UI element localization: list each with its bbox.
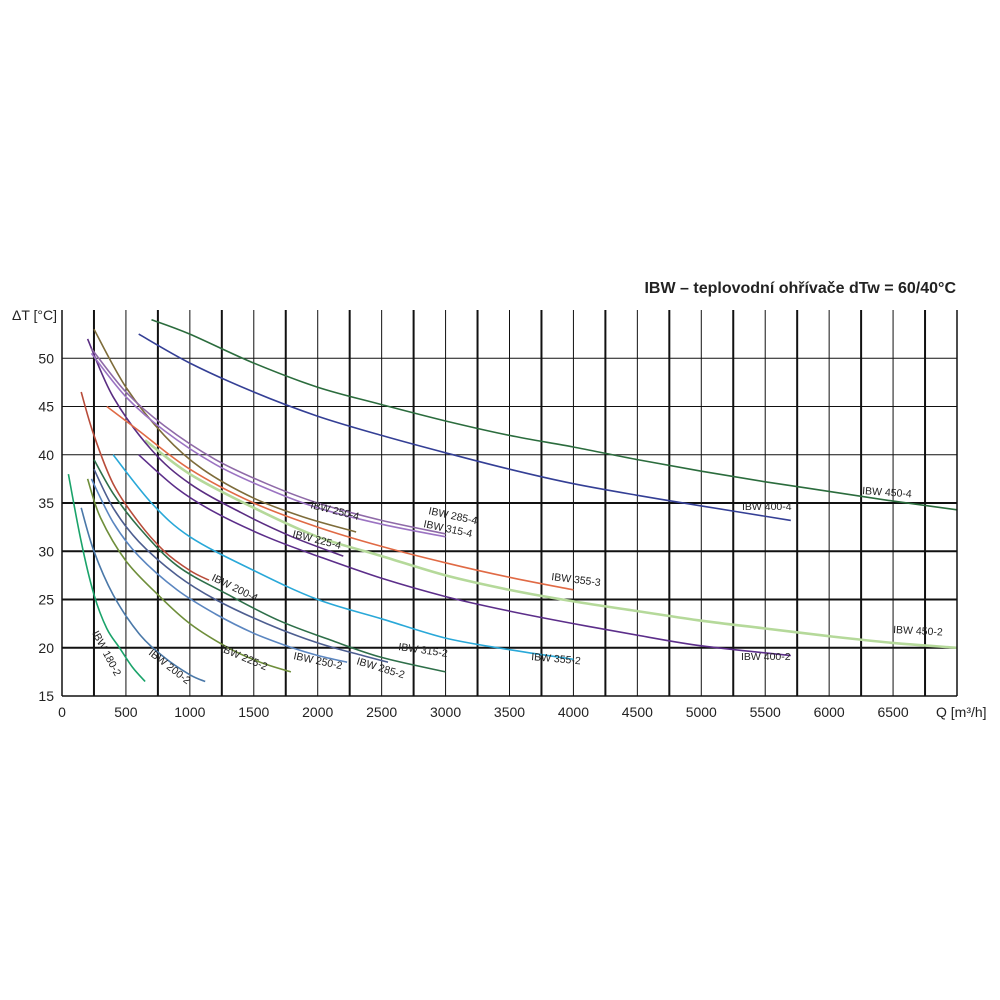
x-tick-label: 0 <box>58 704 66 720</box>
series-label-ibw-200-2: IBW 200-2 <box>146 647 193 687</box>
x-tick-label: 6500 <box>877 704 908 720</box>
series-line-ibw-285-2 <box>93 468 389 663</box>
x-tick-label: 2500 <box>366 704 397 720</box>
series-line-ibw-225-2 <box>86 478 292 673</box>
series-label-ibw-285-2: IBW 285-2 <box>355 655 406 681</box>
plot-frame <box>61 310 958 697</box>
x-tick-label: 1500 <box>238 704 269 720</box>
y-tick-label: 30 <box>38 543 54 559</box>
series-line-ibw-400-2 <box>138 454 791 657</box>
series-labels: IBW 180-2 IBW 200-2 IBW 225-2 IBW 250-2 IBW … <box>89 485 943 687</box>
series-line-ibw-315-2 <box>93 459 446 673</box>
x-tick-label: 2000 <box>302 704 333 720</box>
series-label-ibw-225-4: IBW 225-4 <box>291 528 342 552</box>
series-label-ibw-400-2: IBW 400-2 <box>741 651 791 663</box>
x-tick-label: 500 <box>114 704 138 720</box>
series-label-ibw-315-2: IBW 315-2 <box>398 641 449 660</box>
y-tick-label: 20 <box>38 640 54 656</box>
y-tick-label: 50 <box>38 350 54 366</box>
x-tick-label: 5500 <box>750 704 781 720</box>
y-axis-label: ΔT [°C] <box>12 307 57 323</box>
series-line-ibw-250-4 <box>93 328 357 533</box>
series-line-ibw-285-4 <box>90 352 446 538</box>
series-lines <box>67 318 958 683</box>
x-tick-label: 3500 <box>494 704 525 720</box>
series-line-ibw-250-2 <box>90 478 348 663</box>
x-tick-label: 4500 <box>622 704 653 720</box>
x-tick-label: 6000 <box>814 704 845 720</box>
chart-title: IBW – teplovodní ohřívače dTw = 60/40°C <box>644 280 956 297</box>
y-tick-label: 15 <box>38 688 54 704</box>
x-tick-label: 4000 <box>558 704 589 720</box>
series-line-ibw-450-2 <box>144 439 958 650</box>
series-line-ibw-180-2 <box>67 473 146 683</box>
series-line-ibw-200-4 <box>80 391 210 581</box>
series-line-ibw-355-3 <box>106 405 574 591</box>
y-tick-label: 25 <box>38 592 54 608</box>
y-tick-label: 35 <box>38 495 54 511</box>
x-tick-label: 3000 <box>430 704 461 720</box>
series-line-ibw-450-4 <box>151 318 958 511</box>
x-tick-label: 1000 <box>174 704 205 720</box>
series-label-ibw-400-4: IBW 400-4 <box>742 501 792 513</box>
series-line-ibw-225-4 <box>86 338 344 557</box>
grid-major <box>62 310 957 696</box>
y-tick-labels: 15 20 25 30 35 40 45 50 <box>38 350 54 704</box>
series-line-ibw-315-4 <box>90 348 446 535</box>
x-tick-labels: 0 500 1000 1500 2000 2500 3000 3500 4000 4500 5000… <box>58 704 909 720</box>
y-tick-label: 40 <box>38 447 54 463</box>
series-label-ibw-355-2: IBW 355-2 <box>531 651 582 667</box>
series-label-ibw-450-2: IBW 450-2 <box>893 624 943 639</box>
series-label-ibw-450-4: IBW 450-4 <box>862 485 912 500</box>
y-tick-label: 45 <box>38 399 54 415</box>
series-line-ibw-355-2 <box>112 454 574 661</box>
series-line-ibw-400-4 <box>138 333 791 522</box>
series-line-ibw-200-2 <box>80 507 206 683</box>
x-tick-label: 5000 <box>686 704 717 720</box>
x-axis-label: Q [m³/h] <box>936 704 987 720</box>
